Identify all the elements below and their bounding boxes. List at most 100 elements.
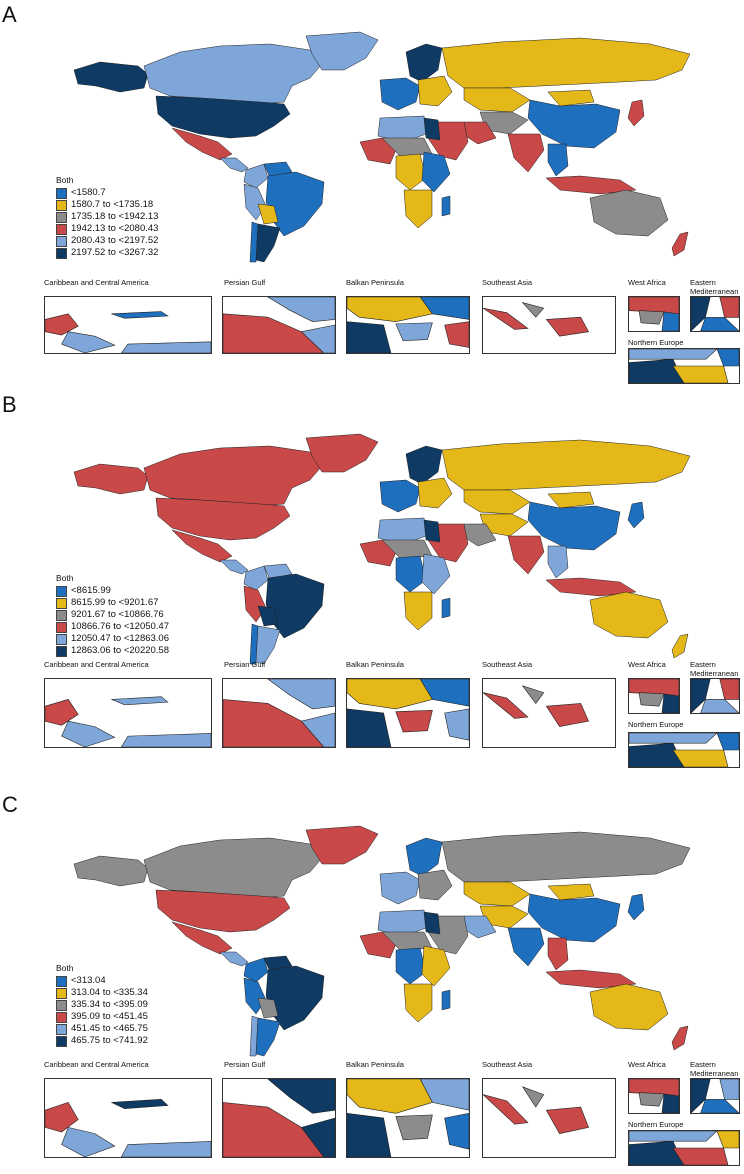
region-eastern-eu <box>417 869 453 901</box>
legend-title: Both <box>56 175 74 185</box>
region-bolivia <box>257 605 279 627</box>
inset-region <box>673 1148 728 1165</box>
legend-label: 12050.47 to <12863.06 <box>71 633 169 644</box>
region-japan <box>627 99 645 127</box>
inset-label-persian-gulf: Persian Gulf <box>224 660 266 669</box>
inset-region <box>420 1079 469 1110</box>
region-india <box>507 535 545 575</box>
legend-item: 1580.7 to <1735.18 <box>56 199 158 211</box>
inset-region <box>483 1095 528 1125</box>
region-venezuela <box>263 161 293 179</box>
legend-item: 1735.18 to <1942.13 <box>56 211 158 223</box>
inset-balkan <box>346 678 470 748</box>
region-australia <box>589 983 669 1031</box>
region-southern-africa <box>403 983 433 1023</box>
inset-map <box>629 679 679 713</box>
region-kazakhstan <box>463 489 531 515</box>
inset-region <box>420 297 469 319</box>
world-map <box>73 31 691 263</box>
inset-map <box>629 349 739 383</box>
inset-map <box>223 679 335 747</box>
region-kazakhstan <box>463 881 531 907</box>
inset-caribbean <box>44 296 212 354</box>
region-egypt <box>423 117 441 141</box>
region-brazil <box>265 573 325 639</box>
inset-region <box>121 733 211 747</box>
region-southern-africa <box>403 189 433 229</box>
inset-region <box>396 1115 433 1140</box>
legend-item: 9201.67 to <10866.76 <box>56 609 169 621</box>
legend-label: 451.45 to <465.75 <box>71 1023 148 1034</box>
legend-label: 1735.18 to <1942.13 <box>71 211 159 222</box>
region-canada <box>143 43 323 105</box>
region-mexico <box>171 921 233 955</box>
region-bolivia <box>257 997 279 1019</box>
inset-balkan <box>346 296 470 354</box>
inset-region <box>62 332 115 353</box>
legend: Both <8615.99 8615.99 to <9201.67 9201.6… <box>56 572 169 657</box>
region-madagascar <box>441 195 451 217</box>
panel-b: B Both <8615.99 8615.99 to <9201.67 9201… <box>0 392 744 782</box>
inset-map <box>483 297 615 353</box>
region-central-am <box>219 157 249 173</box>
region-japan <box>627 893 645 921</box>
inset-map <box>45 297 211 353</box>
region-nz <box>671 633 689 659</box>
region-russia <box>441 831 691 883</box>
region-east-africa <box>421 553 451 595</box>
inset-map <box>483 679 615 747</box>
inset-region <box>662 1094 679 1113</box>
inset-region <box>420 679 469 706</box>
inset-west-africa <box>628 1078 680 1114</box>
region-west-africa <box>359 137 397 165</box>
inset-region <box>445 709 469 740</box>
inset-region <box>662 312 679 331</box>
region-venezuela <box>263 563 293 581</box>
inset-southeast-asia <box>482 296 616 354</box>
legend-label: 10866.76 to <12050.47 <box>71 621 169 632</box>
region-alaska <box>73 855 149 887</box>
region-mongolia <box>547 491 595 509</box>
inset-region <box>546 1107 588 1134</box>
legend-label: 12863.06 to <20220.58 <box>71 645 169 656</box>
region-greenland <box>305 433 379 473</box>
inset-label-northern-europe: Northern Europe <box>628 338 684 347</box>
inset-map <box>223 1079 335 1157</box>
legend-label: <313.04 <box>71 975 106 986</box>
legend-swatch <box>56 645 67 657</box>
legend-swatch <box>56 187 67 199</box>
inset-region <box>546 317 588 336</box>
region-indonesia <box>545 577 637 597</box>
region-alaska <box>73 61 149 93</box>
inset-balkan <box>346 1078 470 1158</box>
inset-caribbean <box>44 1078 212 1158</box>
inset-map <box>629 1131 739 1165</box>
inset-region <box>629 297 679 314</box>
legend-swatch <box>56 199 67 211</box>
region-usa <box>155 497 291 541</box>
inset-region <box>396 710 433 732</box>
region-colombia <box>243 565 269 591</box>
legend-item: 2197.52 to <3267.32 <box>56 247 158 259</box>
region-eastern-eu <box>417 75 453 107</box>
legend-title: Both <box>56 573 74 583</box>
inset-region <box>111 697 167 705</box>
inset-region <box>629 1079 679 1096</box>
inset-label-persian-gulf: Persian Gulf <box>224 1060 266 1069</box>
inset-label-southeast-asia: Southeast Asia <box>482 1060 533 1069</box>
legend-swatch <box>56 999 67 1011</box>
inset-persian-gulf <box>222 678 336 748</box>
inset-region <box>629 1141 684 1165</box>
legend: Both <1580.7 1580.7 to <1735.18 1735.18 … <box>56 174 158 259</box>
legend-label: 1942.13 to <2080.43 <box>71 223 159 234</box>
region-central-am <box>219 559 249 575</box>
inset-region <box>347 1113 391 1157</box>
region-colombia <box>243 163 269 189</box>
inset-region <box>121 1141 211 1157</box>
inset-eastern-med <box>690 296 740 332</box>
inset-region <box>662 694 679 713</box>
inset-northern-europe <box>628 1130 740 1166</box>
region-se-asia <box>547 143 569 177</box>
legend-item: 465.75 to <741.92 <box>56 1035 148 1047</box>
panel-letter: C <box>2 792 18 817</box>
